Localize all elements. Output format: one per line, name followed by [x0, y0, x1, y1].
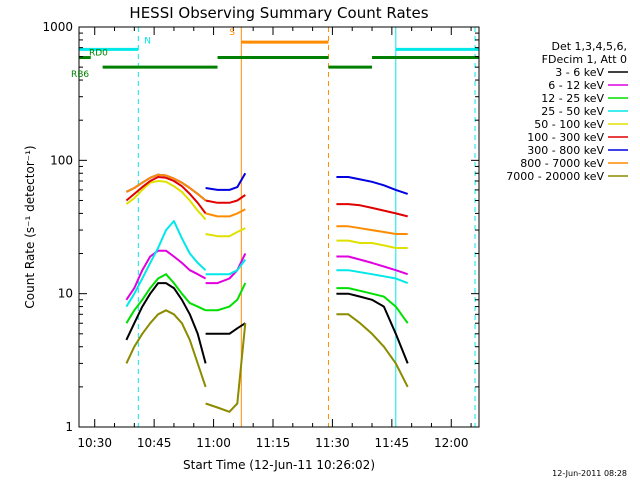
axes: 1 10 100 1000 10:30 10:45 11:00 11:15 11:30 11:45… [42, 20, 479, 450]
legend-label: 800 - 7000 keV [520, 157, 604, 170]
chart-title: HESSI Observing Summary Count Rates [129, 4, 428, 22]
flag-label: RB6 [71, 70, 89, 80]
series-line [336, 255, 409, 276]
flag-label: N [144, 36, 151, 46]
legend-label: 12 - 25 keV [541, 92, 604, 105]
series-line [205, 282, 247, 312]
series-line [336, 269, 409, 285]
y-tick-label: 1 [65, 420, 73, 434]
series-line [336, 313, 409, 388]
series-line [205, 323, 247, 413]
series-line [205, 208, 246, 218]
x-tick-label: 11:00 [196, 436, 231, 450]
plot-frame [78, 26, 480, 428]
series-line [125, 309, 207, 388]
series-line [125, 180, 207, 221]
series-line [336, 176, 409, 195]
legend-label: 7000 - 20000 keV [506, 170, 604, 183]
series-line [205, 253, 247, 285]
y-axis-label: Count Rate (s⁻¹ detector⁻¹) [23, 145, 37, 308]
series-line [205, 194, 246, 204]
legend-label: 3 - 6 keV [555, 66, 604, 79]
series-line [125, 273, 207, 324]
series-line [336, 203, 408, 218]
legend-header: Det 1,3,4,5,6, [551, 40, 627, 53]
flag-label: S [229, 28, 235, 38]
plot-area [78, 27, 479, 427]
series-line [125, 176, 207, 214]
legend-label: 100 - 300 keV [527, 131, 604, 144]
legend: Det 1,3,4,5,6,FDecim 1, Att 03 - 6 keV6 … [506, 40, 628, 183]
y-tick-label: 100 [50, 153, 73, 167]
x-tick-label: 10:30 [77, 436, 112, 450]
flag-labels: N S RD0 RB6 [71, 28, 235, 80]
series-line [205, 227, 246, 238]
y-tick-label: 1000 [42, 20, 73, 34]
series-line [125, 249, 207, 301]
legend-header: FDecim 1, Att 0 [542, 53, 627, 66]
flag-label: RD0 [89, 49, 108, 59]
x-tick-label: 11:30 [315, 436, 350, 450]
footer-timestamp: 12-Jun-2011 08:28 [552, 469, 627, 478]
x-tick-label: 12:00 [434, 436, 469, 450]
x-tick-label: 11:15 [256, 436, 291, 450]
series-line [205, 172, 247, 191]
series-line [205, 322, 246, 335]
series-line [336, 239, 408, 249]
series-line [125, 282, 207, 364]
legend-label: 300 - 800 keV [527, 144, 604, 157]
series-line [125, 173, 207, 202]
x-tick-label: 10:45 [137, 436, 172, 450]
x-tick-label: 11:45 [375, 436, 410, 450]
legend-label: 50 - 100 keV [534, 118, 604, 131]
legend-label: 25 - 50 keV [541, 105, 604, 118]
x-axis-label: Start Time (12-Jun-11 10:26:02) [183, 458, 375, 472]
series-line [205, 258, 247, 276]
series-line [336, 225, 408, 235]
legend-label: 6 - 12 keV [548, 79, 604, 92]
y-tick-label: 10 [58, 287, 73, 301]
series-line [125, 220, 207, 308]
series-line [336, 292, 409, 364]
series-line [336, 287, 409, 324]
